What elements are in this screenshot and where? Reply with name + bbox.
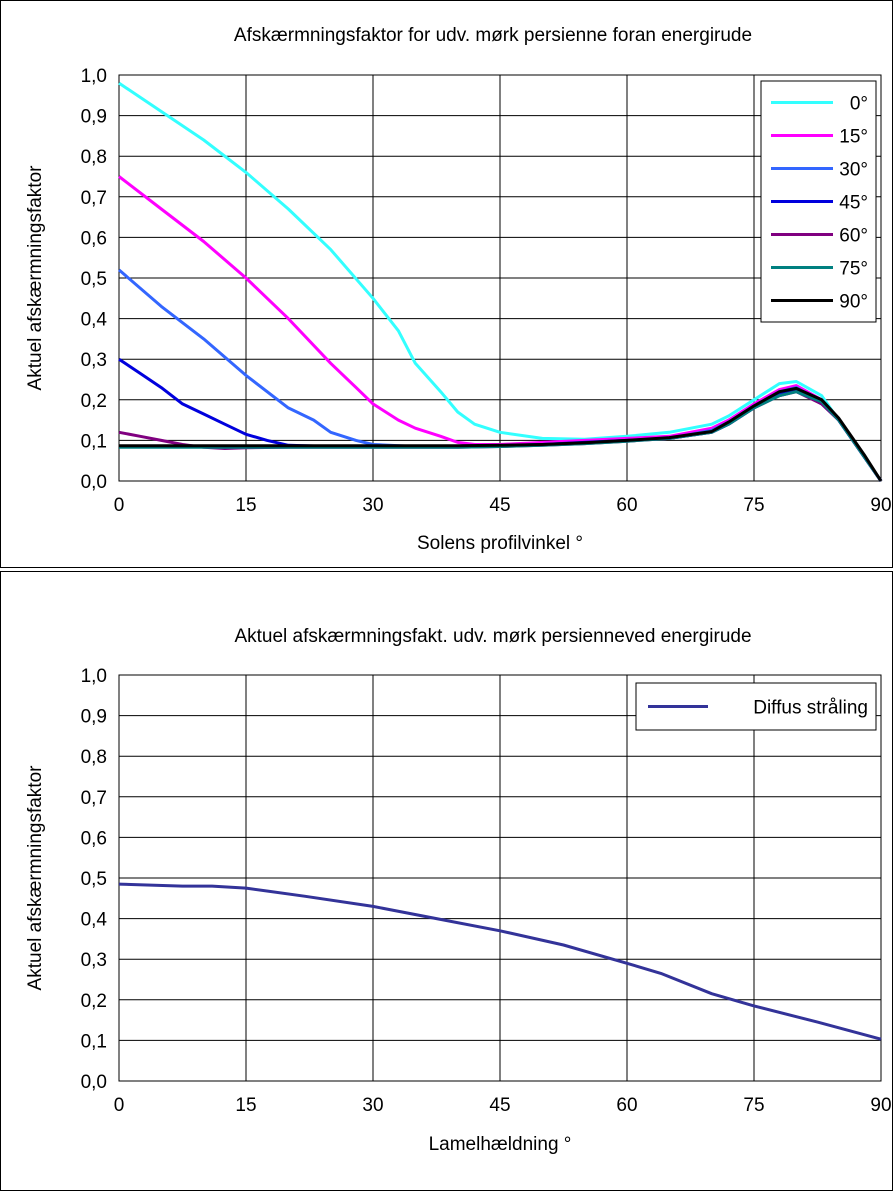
x-tick-label: 30 — [362, 495, 383, 516]
x-tick-label: 75 — [743, 1095, 764, 1116]
legend-label: 0° — [850, 94, 868, 115]
y-tick-label: 0,7 — [81, 188, 107, 209]
chart-title: Afskærmningsfaktor for udv. mørk persien… — [234, 25, 752, 46]
legend-label: Diffus stråling — [753, 698, 868, 719]
y-tick-label: 0,5 — [81, 269, 107, 290]
y-axis-label: Aktuel afskærmningsfaktor — [25, 165, 46, 391]
chart-title: Aktuel afskærmningsfakt. udv. mørk persi… — [234, 626, 751, 647]
y-tick-label: 0,3 — [81, 350, 107, 371]
y-tick-label: 1,0 — [81, 66, 107, 87]
x-tick-label: 15 — [235, 1095, 256, 1116]
x-tick-label: 90 — [870, 1095, 891, 1116]
y-tick-label: 0,2 — [81, 391, 107, 412]
x-tick-label: 75 — [743, 495, 764, 516]
legend-label: 60° — [839, 226, 868, 247]
legend-label: 90° — [839, 292, 868, 313]
legend-label: 75° — [839, 259, 868, 280]
x-tick-label: 0 — [114, 1095, 125, 1116]
x-tick-label: 60 — [616, 495, 637, 516]
series-line-diffusstrling — [118, 882, 882, 1041]
y-tick-label: 0,6 — [81, 228, 107, 249]
legend-label: 15° — [839, 127, 868, 148]
x-tick-label: 45 — [489, 495, 510, 516]
plot-area — [118, 674, 882, 1082]
legend-label: 45° — [839, 193, 868, 214]
chart-slat-angle: Aktuel afskærmningsfakt. udv. mørk persi… — [0, 571, 893, 1191]
series-line-90 — [119, 386, 883, 482]
y-tick-label: 0,0 — [81, 472, 107, 493]
x-tick-label: 90 — [870, 495, 891, 516]
y-tick-label: 0,9 — [81, 107, 107, 128]
y-tick-label: 0,6 — [81, 828, 107, 849]
chart-slat-angle-svg: Aktuel afskærmningsfakt. udv. mørk persi… — [25, 626, 892, 1155]
plot-area — [118, 74, 882, 482]
series-line-0 — [118, 81, 883, 482]
x-tick-label: 45 — [489, 1095, 510, 1116]
x-tick-label: 30 — [362, 1095, 383, 1116]
x-axis-label: Lamelhældning ° — [429, 1134, 572, 1155]
y-tick-label: 0,2 — [81, 991, 107, 1012]
y-tick-label: 0,7 — [81, 788, 107, 809]
x-tick-label: 15 — [235, 495, 256, 516]
y-tick-label: 0,1 — [81, 1031, 107, 1052]
legend-label: 30° — [839, 160, 868, 181]
x-axis-label: Solens profilvinkel ° — [417, 533, 583, 554]
y-tick-label: 0,9 — [81, 707, 107, 728]
y-tick-label: 0,8 — [81, 747, 107, 768]
x-tick-label: 0 — [114, 495, 125, 516]
y-tick-label: 0,4 — [81, 910, 108, 931]
y-axis-label: Aktuel afskærmningsfaktor — [25, 765, 46, 991]
y-tick-label: 0,5 — [81, 869, 107, 890]
chart-profile-angle: Afskærmningsfaktor for udv. mørk persien… — [0, 0, 893, 568]
y-tick-label: 1,0 — [81, 666, 107, 687]
y-tick-label: 0,3 — [81, 950, 107, 971]
x-tick-label: 60 — [616, 1095, 637, 1116]
y-tick-label: 0,8 — [81, 147, 107, 168]
chart-profile-angle-svg: Afskærmningsfaktor for udv. mørk persien… — [25, 25, 892, 554]
y-tick-label: 0,4 — [81, 310, 108, 331]
y-tick-label: 0,1 — [81, 431, 107, 452]
y-tick-label: 0,0 — [81, 1072, 107, 1093]
